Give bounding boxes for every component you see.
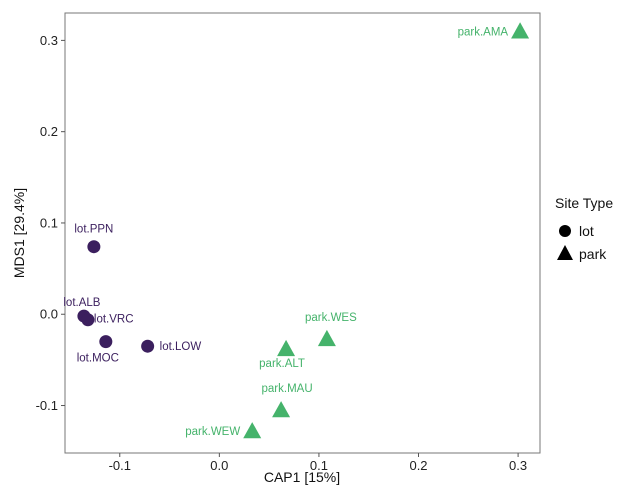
point-park.ALT (277, 339, 296, 357)
point-park.WEW (243, 422, 262, 439)
x-axis-ticks: -0.1 0.0 0.1 0.2 0.3 (109, 453, 527, 473)
point-lot.VRC (81, 313, 95, 327)
legend-key-lot (559, 225, 571, 237)
y-tick-label: 0.1 (40, 215, 58, 230)
legend-label-park: park (579, 246, 607, 262)
point-label: lot.ALB (63, 297, 100, 309)
point-park.WES (317, 329, 336, 347)
point-label: lot.PPN (74, 224, 113, 236)
x-tick-label: 0.3 (509, 458, 527, 473)
legend-key-park (557, 245, 573, 260)
y-tick-label: -0.1 (36, 398, 58, 413)
y-axis-ticks: -0.1 0.0 0.1 0.2 0.3 (36, 33, 65, 413)
point-label: lot.VRC (94, 314, 134, 326)
point-lot.PPN (87, 240, 101, 254)
x-tick-label: -0.1 (109, 458, 131, 473)
plot-panel (64, 12, 541, 454)
y-tick-label: 0.2 (40, 124, 58, 139)
legend-label-lot: lot (579, 223, 594, 239)
x-axis-title: CAP1 [15%] (264, 469, 340, 485)
x-tick-label: 0.1 (310, 458, 328, 473)
x-tick-label: 0.0 (210, 458, 228, 473)
point-park.MAU (272, 401, 291, 418)
y-tick-label: 0.3 (40, 33, 58, 48)
point-lot.MOC (99, 335, 113, 349)
point-park.AMA (511, 22, 530, 39)
point-lot.LOW (141, 339, 155, 353)
y-axis-title: MDS1 [29.4%] (11, 188, 27, 278)
point-label: park.WES (305, 312, 357, 324)
y-tick-label: 0.0 (40, 307, 58, 322)
point-label: lot.LOW (160, 341, 202, 353)
point-label: lot.MOC (77, 353, 119, 365)
legend: Site Type lot park (555, 195, 613, 262)
point-label: park.AMA (458, 26, 509, 38)
point-label: park.MAU (262, 383, 313, 395)
x-tick-label: 0.2 (409, 458, 427, 473)
point-label: park.WEW (185, 426, 240, 438)
point-label: park.ALT (259, 358, 305, 370)
data-points: lot.PPN lot.ALB lot.VRC lot.MOC lot.LOW park.… (63, 22, 530, 439)
legend-title: Site Type (555, 195, 613, 211)
